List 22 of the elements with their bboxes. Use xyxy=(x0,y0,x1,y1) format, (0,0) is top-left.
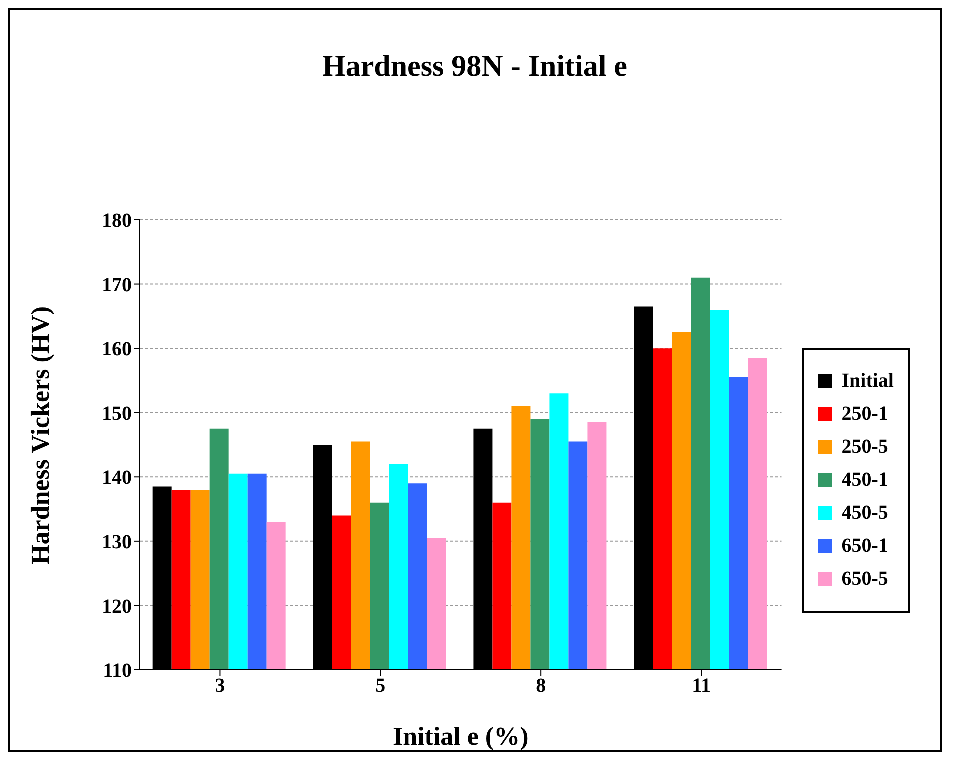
legend-label: Initial xyxy=(842,370,894,392)
x-tick-label: 3 xyxy=(215,675,226,698)
y-tick-label: 180 xyxy=(102,210,132,232)
legend-label: 450-1 xyxy=(842,468,888,492)
x-axis-title: Initial e (%) xyxy=(392,722,529,751)
x-tick-label: 11 xyxy=(692,675,711,698)
y-axis-title: Hardness Vickers (HV) xyxy=(26,306,56,565)
legend-label: 250-5 xyxy=(842,436,888,458)
y-tick-label: 160 xyxy=(102,338,132,361)
legend-label: 450-5 xyxy=(842,502,888,524)
y-tick-label: 140 xyxy=(102,467,132,490)
chart-title: Hardness 98N - Initial e xyxy=(321,50,628,85)
y-tick-label: 170 xyxy=(102,274,132,296)
y-tick-label: 120 xyxy=(102,596,132,618)
legend-label: 650-1 xyxy=(842,534,888,558)
y-tick-label: 130 xyxy=(102,532,132,554)
legend-label: 650-5 xyxy=(842,568,888,590)
legend-label: 250-1 xyxy=(842,402,888,426)
x-tick-label: 8 xyxy=(536,675,546,698)
x-tick-label: 5 xyxy=(376,675,386,698)
y-tick-label: 110 xyxy=(103,660,132,682)
y-tick-label: 150 xyxy=(102,402,132,425)
